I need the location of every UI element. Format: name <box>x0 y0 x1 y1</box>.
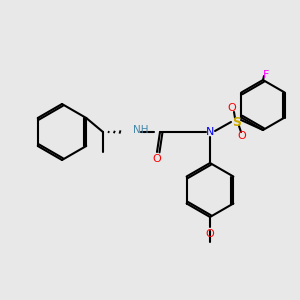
Text: O: O <box>238 131 246 141</box>
Text: O: O <box>153 154 161 164</box>
Text: F: F <box>263 70 269 80</box>
Text: S: S <box>232 116 242 128</box>
Text: N: N <box>206 127 214 137</box>
Text: O: O <box>206 229 214 239</box>
Text: NH: NH <box>133 125 148 135</box>
Text: O: O <box>228 103 236 113</box>
